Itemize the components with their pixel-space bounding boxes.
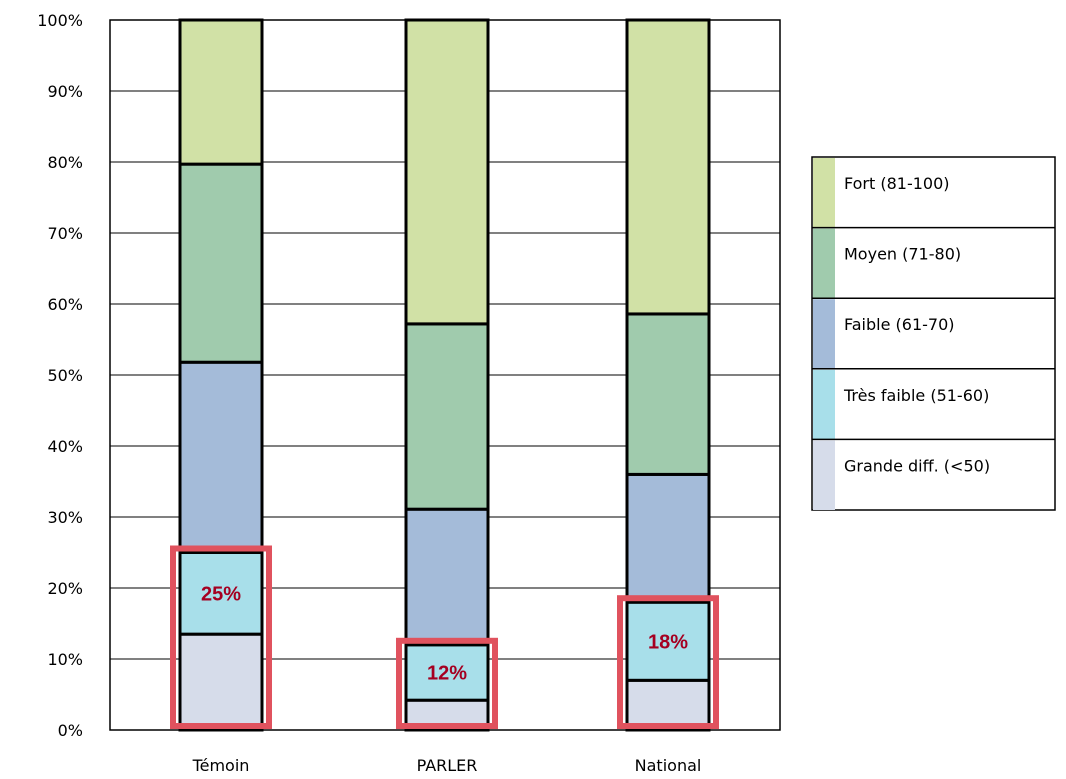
legend-swatch: [813, 440, 835, 510]
bar-segment: [404, 18, 490, 326]
y-tick-label: 0%: [58, 721, 83, 740]
y-axis-ticks: 0% 10% 20% 30% 40% 50% 60% 70% 80% 90% 100%: [37, 11, 83, 740]
bar-segment: [404, 643, 490, 702]
y-tick-label: 70%: [47, 224, 83, 243]
legend: Fort (81-100) Moyen (71-80) Faible (61-70)…: [811, 156, 1056, 511]
x-axis-categories: Témoin PARLER National: [192, 756, 702, 775]
y-tick-label: 50%: [47, 366, 83, 385]
bar-segment: [178, 162, 264, 364]
legend-label: Faible (61-70): [844, 315, 955, 334]
legend-label: Fort (81-100): [844, 174, 950, 193]
annotation-label: 25%: [201, 583, 241, 605]
annotation-label: 18%: [648, 631, 688, 653]
legend-swatch: [813, 228, 835, 299]
y-tick-label: 100%: [37, 11, 83, 30]
y-tick-label: 10%: [47, 650, 83, 669]
bar-segment: [178, 551, 264, 636]
legend-label: Moyen (71-80): [844, 245, 961, 264]
highlight-box: [170, 545, 272, 729]
bar-segment: [178, 632, 264, 732]
x-category-label: PARLER: [417, 756, 478, 775]
y-tick-label: 20%: [47, 579, 83, 598]
annotations: 25% 12% 18%: [170, 545, 719, 730]
bar-segment: [625, 312, 711, 476]
bar-segment: [625, 472, 711, 604]
bars: [178, 18, 711, 732]
x-category-label: Témoin: [192, 756, 250, 775]
legend-label: Très faible (51-60): [843, 386, 989, 405]
highlight-box: [617, 595, 719, 730]
legend-swatch: [813, 158, 835, 228]
highlight-box: [396, 637, 498, 729]
x-category-label: National: [635, 756, 702, 775]
legend-label: Grande diff. (<50): [844, 456, 990, 475]
legend-box: [811, 156, 1056, 511]
legend-swatch: [813, 369, 835, 440]
bar-segment: [625, 678, 711, 732]
legend-swatch: [813, 299, 835, 369]
y-tick-label: 60%: [47, 295, 83, 314]
y-tick-label: 30%: [47, 508, 83, 527]
annotation-label: 12%: [427, 662, 467, 684]
bar-segment: [404, 507, 490, 647]
bar-segment: [625, 18, 711, 316]
bar-segment: [178, 18, 264, 166]
bar-segment: [625, 600, 711, 682]
y-tick-label: 40%: [47, 437, 83, 456]
y-tick-label: 80%: [47, 153, 83, 172]
y-tick-label: 90%: [47, 82, 83, 101]
bar-segment: [178, 360, 264, 554]
bar-segment: [404, 322, 490, 511]
